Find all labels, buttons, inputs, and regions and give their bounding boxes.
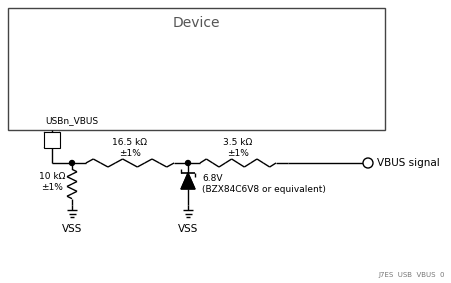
Text: 16.5 kΩ
±1%: 16.5 kΩ ±1% [112,138,147,158]
Bar [44,132,60,148]
Text: VBUS signal: VBUS signal [377,158,440,168]
Text: VSS: VSS [178,224,198,235]
Text: USBn_VBUS: USBn_VBUS [45,116,98,125]
Text: VSS: VSS [62,224,82,235]
Text: 3.5 kΩ
±1%: 3.5 kΩ ±1% [223,138,253,158]
Circle shape [185,160,190,166]
Bar [8,8,385,130]
Text: Device: Device [173,16,220,30]
Circle shape [363,158,373,168]
Circle shape [69,160,74,166]
Text: J7ES  USB  VBUS  0: J7ES USB VBUS 0 [378,272,445,278]
Text: 10 kΩ
±1%: 10 kΩ ±1% [39,172,65,192]
Polygon shape [181,173,195,189]
Text: 6.8V
(BZX84C6V8 or equivalent): 6.8V (BZX84C6V8 or equivalent) [202,174,326,194]
